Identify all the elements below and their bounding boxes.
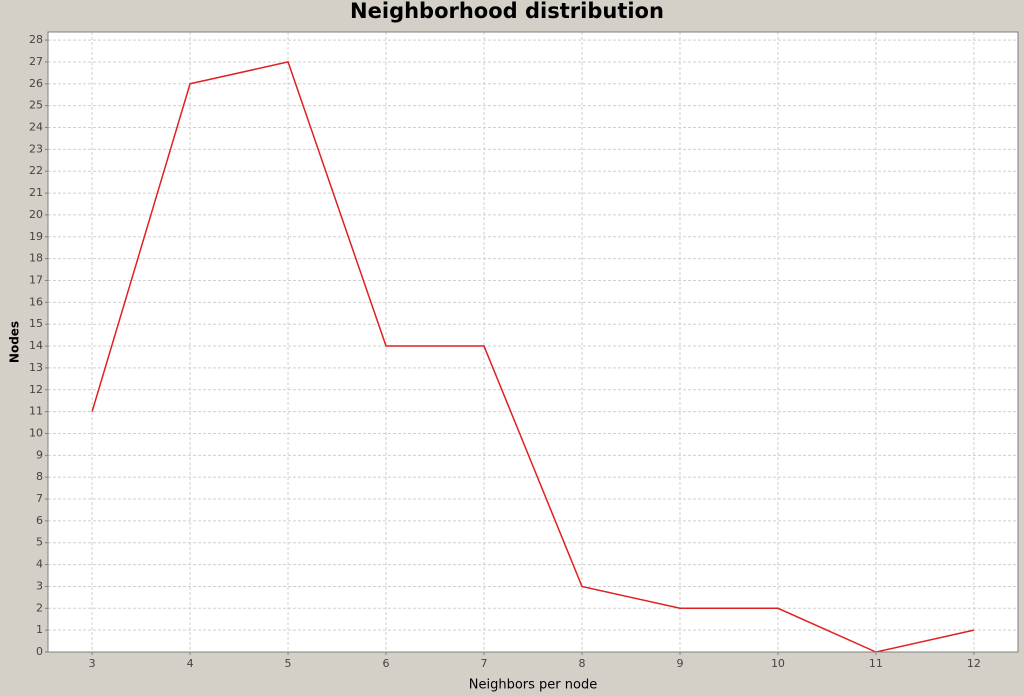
y-tick-label: 0 [36,645,43,658]
y-tick-label: 15 [29,317,43,330]
y-axis-label: Nodes [8,321,22,363]
y-tick-label: 16 [29,295,43,308]
x-tick-label: 3 [89,657,96,670]
y-tick-label: 12 [29,383,43,396]
y-tick-label: 4 [36,558,43,571]
y-tick-label: 9 [36,448,43,461]
x-tick-label: 6 [383,657,390,670]
x-tick-label: 4 [187,657,194,670]
y-tick-label: 21 [29,186,43,199]
data [91,61,975,653]
y-tick-label: 5 [36,536,43,549]
y-tick-label: 18 [29,252,43,265]
y-tick-label: 20 [29,208,43,221]
y-tick-label: 17 [29,273,43,286]
y-tick-label: 8 [36,470,43,483]
plot-border [47,31,1019,653]
y-tick-label: 2 [36,601,43,614]
y-tick-label: 28 [29,33,43,46]
x-tick-label: 9 [676,657,683,670]
x-tick-label: 12 [967,657,981,670]
x-tick-label: 5 [285,657,292,670]
y-tick-label: 7 [36,492,43,505]
y-tick-label: 24 [29,121,43,134]
y-tick-label: 26 [29,77,43,90]
chart-title: Neighborhood distribution [350,0,664,23]
grid [48,32,1018,653]
x-tick-label: 7 [481,657,488,670]
line-series [91,61,975,653]
y-tick-label: 10 [29,426,43,439]
x-tick-label: 10 [771,657,785,670]
y-tick-label: 14 [29,339,43,352]
plot-area [48,32,1018,652]
y-tick-label: 19 [29,230,43,243]
y-tick-label: 11 [29,405,43,418]
x-tick-label: 8 [578,657,585,670]
y-tick-label: 23 [29,142,43,155]
y-tick-label: 22 [29,164,43,177]
y-tick-label: 27 [29,55,43,68]
y-tick-label: 25 [29,99,43,112]
x-tick-label: 11 [869,657,883,670]
y-tick-label: 1 [36,623,43,636]
y-tick-label: 6 [36,514,43,527]
y-tick-label: 13 [29,361,43,374]
x-axis-label: Neighbors per node [469,678,597,693]
y-tick-label: 3 [36,579,43,592]
